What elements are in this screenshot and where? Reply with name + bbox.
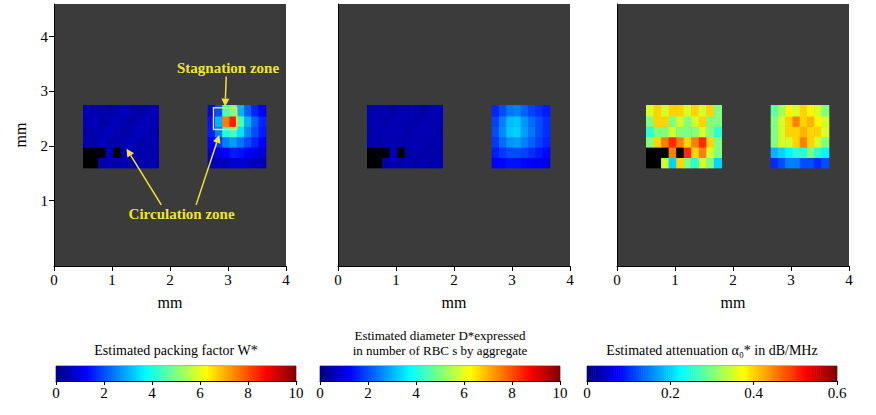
svg-text:Estimated attenuation α₀* in d: Estimated attenuation α₀* in dB/MHz [606,343,817,358]
svg-text:2: 2 [450,272,458,288]
svg-text:mm: mm [721,294,746,311]
svg-text:10: 10 [553,385,568,401]
svg-text:Estimated diameter D*expressed: Estimated diameter D*expressed [354,328,526,343]
svg-text:3: 3 [224,272,232,288]
svg-text:3: 3 [508,272,516,288]
svg-text:mm: mm [442,294,467,311]
svg-text:3: 3 [787,272,795,288]
svg-text:2: 2 [729,272,737,288]
svg-text:0: 0 [613,272,621,288]
svg-text:2: 2 [41,138,49,154]
svg-text:4: 4 [412,385,420,401]
svg-text:Stagnation zone: Stagnation zone [177,60,279,76]
svg-text:0: 0 [52,385,60,401]
svg-text:3: 3 [41,83,49,99]
svg-text:1: 1 [392,272,400,288]
svg-text:Estimated packing factor W*: Estimated packing factor W* [94,343,257,358]
svg-text:mm: mm [158,294,183,311]
svg-text:2: 2 [364,385,372,401]
svg-text:0.2: 0.2 [661,385,680,401]
svg-text:Circulation zone: Circulation zone [129,206,235,222]
svg-text:0: 0 [50,272,58,288]
svg-text:4: 4 [282,272,290,288]
svg-text:0: 0 [316,385,324,401]
svg-text:2: 2 [166,272,174,288]
svg-text:0: 0 [334,272,342,288]
svg-text:1: 1 [671,272,679,288]
svg-text:in number of RBC s by aggregat: in number of RBC s by aggregate [353,343,528,358]
svg-text:1: 1 [108,272,116,288]
svg-text:1: 1 [41,193,49,209]
svg-text:8: 8 [508,385,516,401]
svg-text:4: 4 [41,29,49,45]
svg-text:10: 10 [289,385,304,401]
svg-text:4: 4 [566,272,574,288]
svg-text:0.4: 0.4 [744,385,763,401]
svg-text:4: 4 [148,385,156,401]
svg-text:2: 2 [100,385,108,401]
svg-text:8: 8 [244,385,252,401]
svg-text:mm: mm [12,122,29,147]
svg-text:4: 4 [845,272,853,288]
svg-text:0.6: 0.6 [828,385,847,401]
svg-text:6: 6 [196,385,204,401]
svg-text:6: 6 [460,385,468,401]
svg-text:0: 0 [583,385,591,401]
